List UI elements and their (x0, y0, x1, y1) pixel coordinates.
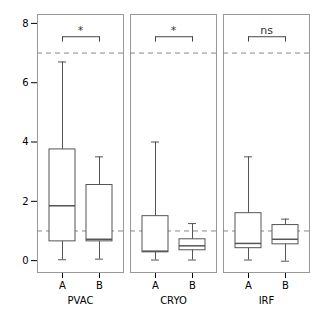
svg-text:B: B (282, 280, 289, 291)
svg-text:A: A (59, 280, 66, 291)
svg-text:PVAC: PVAC (68, 295, 94, 306)
svg-text:B: B (189, 280, 196, 291)
svg-text:*: * (171, 24, 177, 37)
svg-text:2: 2 (22, 196, 28, 207)
svg-text:ns: ns (260, 24, 273, 37)
svg-text:B: B (96, 280, 103, 291)
svg-text:CRYO: CRYO (160, 295, 187, 306)
svg-text:A: A (152, 280, 159, 291)
svg-text:IRF: IRF (259, 295, 275, 306)
svg-text:6: 6 (22, 77, 28, 88)
svg-text:A: A (245, 280, 252, 291)
svg-text:8: 8 (22, 18, 28, 29)
svg-text:4: 4 (22, 136, 28, 147)
svg-text:*: * (78, 24, 84, 37)
svg-text:0: 0 (22, 255, 28, 266)
